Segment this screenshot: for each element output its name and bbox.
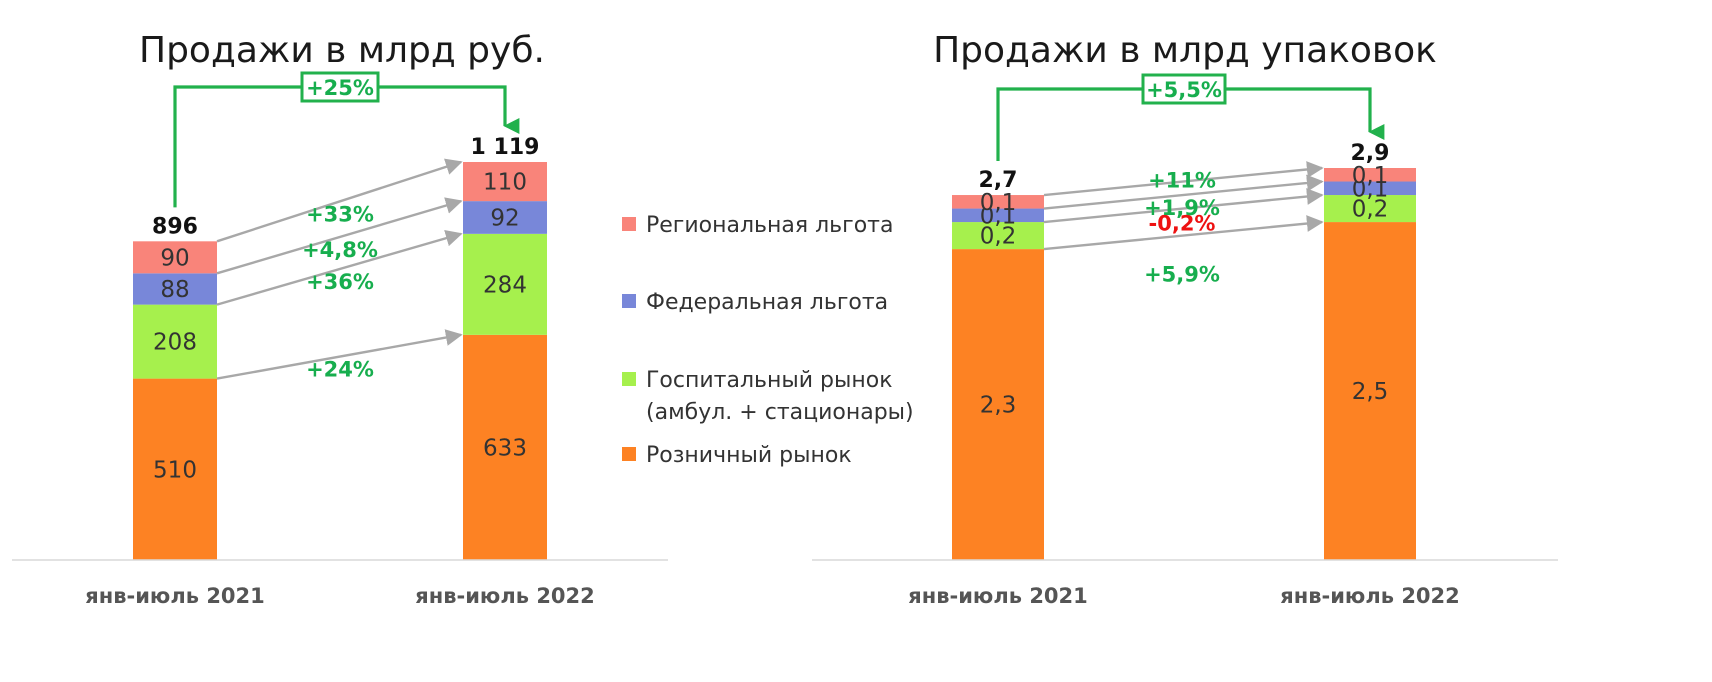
growth-label-retail: +24% [306, 358, 374, 382]
data-label-federal-1: 88 [160, 277, 189, 303]
chart-title: Продажи в млрд упаковок [933, 30, 1437, 71]
total-label-1: 896 [152, 214, 198, 239]
data-label-retail-2: 2,5 [1352, 379, 1389, 405]
growth-label-hospital: +36% [306, 270, 374, 294]
bar-hospital-1 [133, 304, 217, 379]
legend-label-federal: Федеральная льгота [646, 290, 888, 315]
total-growth-label: +25% [306, 76, 374, 100]
legend-swatch-regional [622, 217, 636, 231]
x-tick-label-1: янв-июль 2021 [85, 584, 265, 608]
connector-arrow-regional [216, 158, 463, 243]
total-label-1: 2,7 [979, 168, 1018, 193]
connector-arrow-hospital [1043, 188, 1324, 224]
x-tick-label-1: янв-июль 2021 [908, 584, 1088, 608]
growth-label-federal: +1,9% [1144, 196, 1220, 220]
bar-retail-1 [133, 378, 217, 560]
bar-regional-1 [952, 195, 1044, 209]
legend-label-retail: Розничный рынок [646, 443, 852, 468]
data-label-retail-1: 2,3 [980, 393, 1017, 419]
data-label-regional-2: 0,1 [1352, 163, 1389, 189]
x-tick-label-2: янв-июль 2022 [415, 584, 595, 608]
data-label-retail-2: 633 [483, 435, 527, 461]
bar-retail-2 [1324, 222, 1416, 560]
bar-regional-2 [1324, 168, 1416, 182]
bar-federal-1 [952, 208, 1044, 223]
legend: Региональная льгота Федеральная льгота Гос… [622, 213, 914, 468]
chart-sales-rub: Продажи в млрд руб. 510 208 88 90 896 633 284 92… [12, 30, 668, 608]
legend-swatch-hospital [622, 372, 636, 386]
data-label-hospital-2: 284 [483, 272, 527, 298]
growth-label-regional: +33% [306, 203, 374, 227]
bar-retail-2 [463, 334, 547, 560]
bar-hospital-1 [952, 222, 1044, 250]
data-label-retail-1: 510 [153, 457, 197, 483]
bar-federal-2 [1324, 181, 1416, 196]
bar-hospital-2 [463, 233, 547, 335]
bar-retail-1 [952, 249, 1044, 560]
legend-swatch-federal [622, 294, 636, 308]
total-growth-label: +5,5% [1146, 78, 1222, 102]
bar-regional-2 [463, 162, 547, 202]
connector-arrow-retail [216, 329, 463, 380]
bar-regional-1 [133, 241, 217, 274]
legend-label-hospital-line2: (амбул. + стационары) [646, 400, 914, 425]
total-growth-box [300, 71, 380, 103]
data-label-regional-1: 90 [160, 245, 189, 271]
bar-federal-2 [463, 201, 547, 234]
connector-arrow-hospital [216, 229, 463, 306]
connector-arrow-federal [1043, 174, 1324, 210]
growth-label-hospital: -0,2% [1149, 212, 1216, 236]
legend-swatch-retail [622, 447, 636, 461]
chart-sales-packs: Продажи в млрд упаковок2,30,20,10,12,72,… [812, 30, 1558, 608]
bar-hospital-2 [1324, 195, 1416, 223]
data-label-hospital-1: 208 [153, 330, 197, 356]
connector-arrow-retail [1043, 215, 1324, 251]
legend-label-hospital: Госпитальный рынок [646, 368, 893, 393]
connector-arrow-regional [1043, 161, 1324, 197]
total-label-2: 1 119 [471, 135, 540, 160]
data-label-hospital-1: 0,2 [980, 224, 1017, 250]
total-growth-bracket [173, 85, 520, 208]
legend-label-regional: Региональная льгота [646, 213, 893, 238]
data-label-hospital-2: 0,2 [1352, 197, 1389, 223]
data-label-federal-2: 92 [490, 205, 519, 231]
total-label-2: 2,9 [1351, 141, 1390, 166]
growth-label-retail: +5,9% [1144, 263, 1220, 287]
total-growth-box [1141, 73, 1227, 105]
x-tick-label-2: янв-июль 2022 [1280, 584, 1460, 608]
bar-federal-1 [133, 273, 217, 305]
connector-arrow-federal [216, 197, 463, 275]
data-label-regional-2: 110 [483, 170, 527, 196]
growth-label-regional: +11% [1148, 169, 1216, 193]
growth-label-federal: +4,8% [302, 238, 378, 262]
chart-title: Продажи в млрд руб. [139, 30, 545, 71]
data-label-regional-1: 0,1 [980, 190, 1017, 216]
